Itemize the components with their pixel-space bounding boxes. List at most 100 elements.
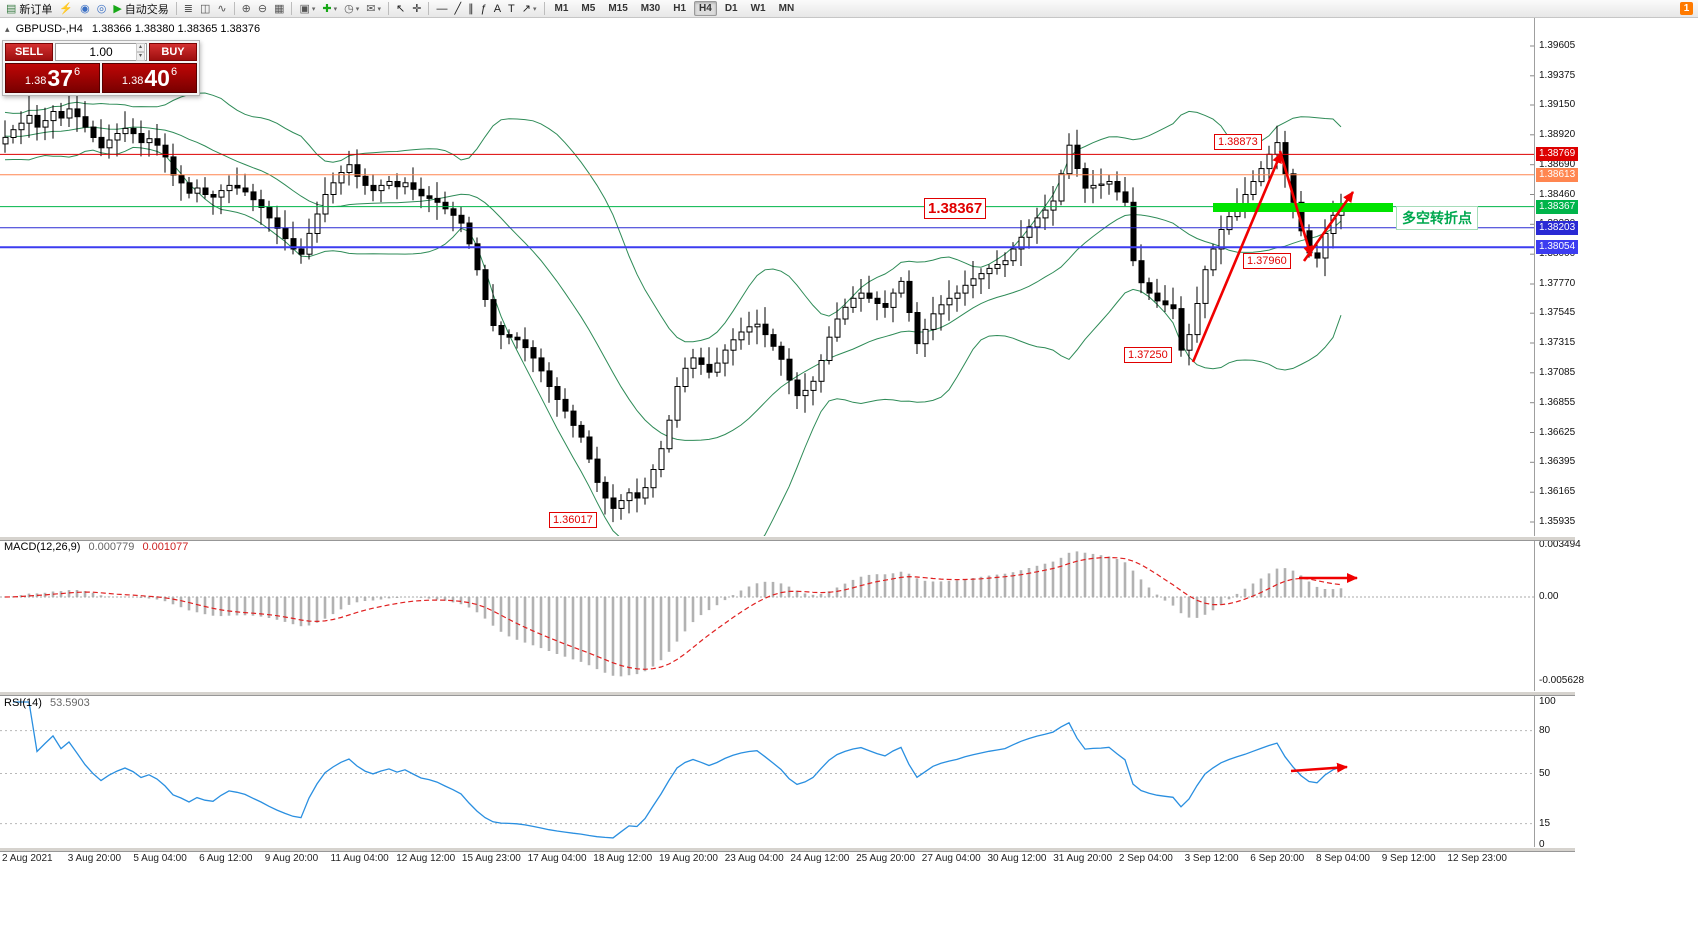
price-tick: 1.38460 (1539, 188, 1576, 200)
panel-splitter[interactable] (0, 536, 1575, 541)
periods-button[interactable]: ◷ ▾ (341, 1, 362, 17)
time-axis-label: 30 Aug 12:00 (987, 853, 1047, 864)
level-lines (0, 153, 1534, 249)
time-axis-label: 31 Aug 20:00 (1053, 853, 1113, 864)
timeframe-h4-button[interactable]: H4 (694, 1, 717, 16)
panel-splitter[interactable] (0, 691, 1575, 696)
quick-trade-button[interactable]: ⚡ (56, 1, 76, 17)
channel-button[interactable]: ∥ (465, 1, 477, 17)
rsi-value: 53.5903 (49, 697, 90, 709)
turning-point-label[interactable]: 多空转折点 (1396, 206, 1478, 230)
timeframe-m30-button[interactable]: M30 (640, 3, 661, 14)
sell-button[interactable]: SELL (5, 43, 53, 61)
bollinger-bands (4, 92, 1342, 537)
timeframe-d1-button[interactable]: D1 (724, 3, 738, 14)
line-chart-icon: ∿ (217, 2, 227, 15)
price-level-tag[interactable]: 1.38769 (1536, 147, 1579, 162)
timeframe-w1-button[interactable]: W1 (750, 3, 766, 14)
fibonacci-button[interactable]: ƒ (478, 1, 490, 17)
new-order-button-label: 新订单 (19, 3, 53, 16)
price-label-object[interactable]: 1.38873 (1214, 134, 1262, 150)
market-watch-button[interactable]: ◉ (77, 1, 93, 17)
cursor-button[interactable]: ↖ (393, 1, 408, 17)
templates-button[interactable]: ✉ ▾ (363, 1, 384, 17)
rsi-tick: 0 (1539, 839, 1545, 850)
trendline-button[interactable]: ╱ (451, 1, 464, 17)
main-chart[interactable] (0, 18, 1534, 537)
volume-up-button[interactable]: ▴ (135, 43, 145, 52)
cascade-windows-button[interactable]: ▣ ▾ (296, 1, 318, 17)
volume-field[interactable]: 1.00 ▴ ▾ (55, 43, 147, 61)
zoom-in-button[interactable]: ⊕ (239, 1, 254, 17)
chevron-down-icon: ▾ (532, 5, 537, 13)
price-tick: 1.36395 (1539, 456, 1576, 468)
price-label-object[interactable]: 1.38367 (924, 198, 987, 219)
price-level-tag[interactable]: 1.38367 (1536, 199, 1579, 214)
sell-price-display[interactable]: 1.38 37 6 (5, 63, 100, 93)
rsi-tick: 15 (1539, 817, 1551, 829)
volume-stepper: ▴ ▾ (135, 43, 145, 61)
rsi-label: RSI(14) (4, 697, 42, 709)
time-axis-label: 5 Aug 04:00 (133, 853, 187, 864)
price-tick: 1.36165 (1539, 486, 1576, 498)
macd-tick: 0.00 (1539, 591, 1559, 602)
notification-badge[interactable]: 1 (1680, 2, 1693, 15)
chevron-down-icon: ▾ (377, 5, 381, 13)
bar-chart-button[interactable]: ≣ (181, 1, 196, 17)
time-axis-label: 2 Aug 2021 (2, 853, 53, 864)
macd-value-main: 0.000779 (88, 541, 135, 553)
toolbar: ▤ 新订单 ⚡ ◉ ◎ ▶ 自动交易 ≣ ◫ ∿ ⊕ ⊖ ▦ ▣ ▾ ✚ ▾ ◷ ▾ ✉ ▾ ↖ ✛ ― ╱ ∥ ƒ A T ↗ ▾ M1 M5… (0, 0, 1698, 18)
symbol-icon: ▴ (5, 24, 10, 34)
timeframe-h1-button[interactable]: H1 (673, 3, 687, 14)
price-level-tag[interactable]: 1.38203 (1536, 220, 1579, 235)
ohlc-values: 1.38366 1.38380 1.38365 1.38376 (91, 23, 261, 35)
time-axis-label: 3 Aug 20:00 (67, 853, 122, 864)
autotrade-button[interactable]: ▶ 自动交易 (110, 1, 171, 17)
clock-icon: ◷ (344, 2, 354, 15)
text-label-icon: T (508, 2, 515, 15)
sell-price-main: 37 (47, 65, 73, 91)
text-button[interactable]: A (491, 1, 504, 17)
time-axis-label: 9 Aug 20:00 (264, 853, 319, 864)
hline-button[interactable]: ― (433, 1, 450, 17)
lightning-icon: ⚡ (59, 2, 74, 15)
new-order-button[interactable]: ▤ 新订单 (3, 1, 55, 17)
arrows-button[interactable]: ↗ ▾ (519, 1, 540, 17)
rsi-tick: 100 (1539, 696, 1556, 707)
timeframe-mn-button[interactable]: MN (778, 3, 795, 14)
buy-price-display[interactable]: 1.38 40 6 (102, 63, 197, 93)
timeframe-m1-button[interactable]: M1 (554, 3, 569, 14)
time-axis-label: 23 Aug 04:00 (724, 853, 784, 864)
price-level-tag[interactable]: 1.38613 (1536, 167, 1579, 182)
toolbar-separator (233, 2, 235, 15)
buy-price-prefix: 1.38 (121, 75, 144, 87)
text-label-button[interactable]: T (505, 1, 518, 17)
toolbar-separator (388, 2, 389, 15)
price-label-object[interactable]: 1.36017 (549, 512, 597, 528)
rsi-panel[interactable] (0, 694, 1534, 847)
macd-panel[interactable] (0, 539, 1534, 691)
cursor-arrow-icon: ↖ (396, 2, 406, 15)
rsi-tick: 80 (1539, 724, 1551, 736)
price-level-tag[interactable]: 1.38054 (1536, 240, 1579, 255)
buy-button[interactable]: BUY (149, 43, 197, 61)
tile-windows-icon: ▦ (274, 2, 285, 15)
candle-chart-button[interactable]: ◫ (197, 1, 213, 17)
zoom-out-button[interactable]: ⊖ (255, 1, 270, 17)
volume-down-button[interactable]: ▾ (135, 52, 145, 61)
crosshair-button[interactable]: ✛ (409, 1, 424, 17)
crosshair-icon: ✛ (412, 2, 422, 15)
toolbar-separator (543, 2, 545, 15)
price-label-object[interactable]: 1.37960 (1243, 253, 1291, 269)
data-window-button[interactable]: ◎ (94, 1, 110, 17)
time-axis-label: 2 Sep 04:00 (1118, 853, 1173, 864)
timeframe-m15-button[interactable]: M15 (608, 3, 628, 14)
time-axis-label: 15 Aug 23:00 (461, 853, 521, 864)
line-chart-button[interactable]: ∿ (214, 1, 229, 17)
tile-windows-button[interactable]: ▦ (271, 1, 287, 17)
indicators-button[interactable]: ✚ ▾ (319, 1, 340, 17)
panel-splitter[interactable] (0, 847, 1575, 852)
price-tick: 1.36625 (1539, 426, 1576, 438)
timeframe-m5-button[interactable]: M5 (581, 3, 596, 14)
price-label-object[interactable]: 1.37250 (1124, 347, 1172, 363)
